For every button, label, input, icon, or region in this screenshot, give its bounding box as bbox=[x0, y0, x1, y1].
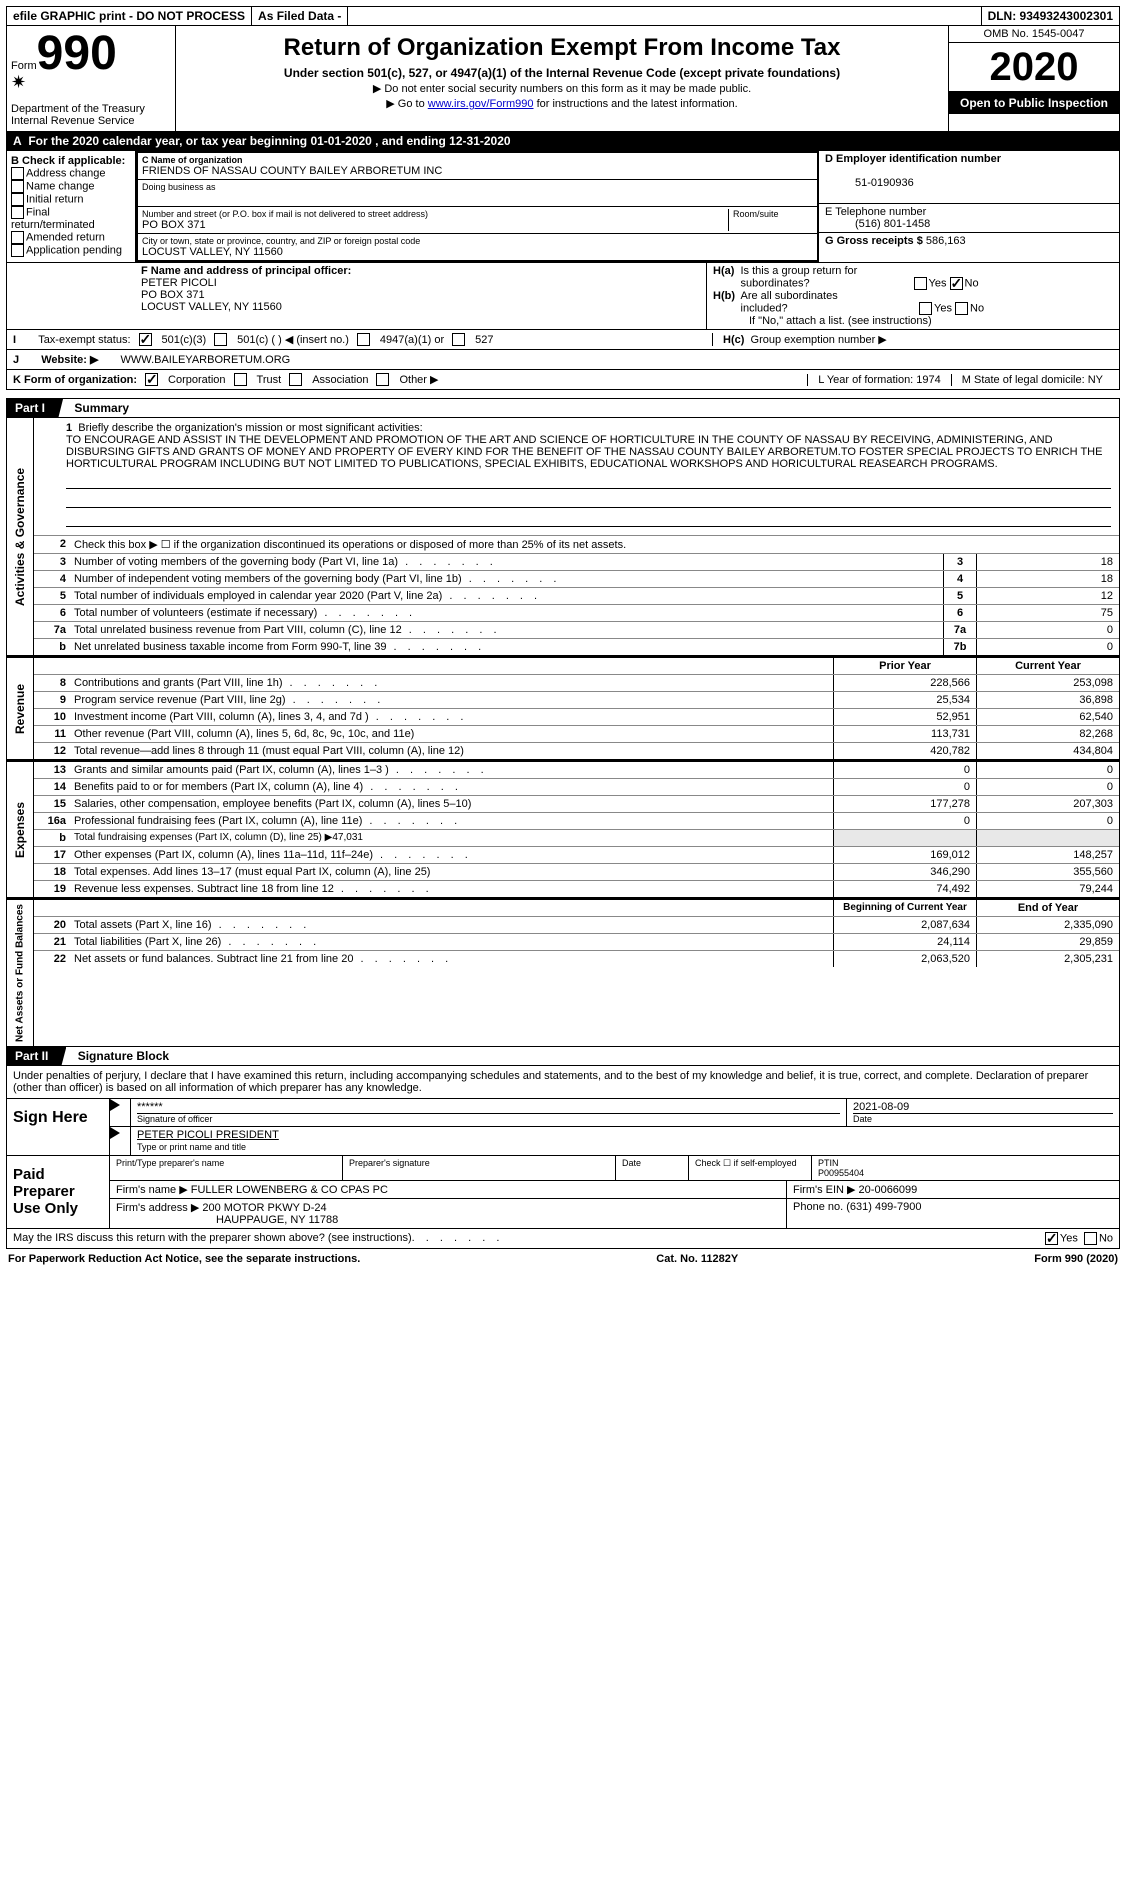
website: WWW.BAILEYARBORETUM.ORG bbox=[121, 354, 291, 366]
form-id-block: Form990 ✷ Department of the Treasury Int… bbox=[7, 26, 176, 131]
form-header: Form990 ✷ Department of the Treasury Int… bbox=[6, 26, 1120, 132]
cb-final[interactable] bbox=[11, 206, 24, 219]
cb-ha-no[interactable] bbox=[950, 277, 963, 290]
cb-hb-no[interactable] bbox=[955, 302, 968, 315]
cb-discuss-yes[interactable] bbox=[1045, 1232, 1058, 1245]
part1-header: Part I Summary bbox=[6, 398, 1120, 418]
col-b: B Check if applicable: Address change Na… bbox=[7, 151, 136, 262]
row-j: J Website: ▶ WWW.BAILEYARBORETUM.ORG bbox=[6, 350, 1120, 370]
signature-block: Under penalties of perjury, I declare th… bbox=[6, 1066, 1120, 1249]
cb-initial[interactable] bbox=[11, 193, 24, 206]
phone: (516) 801-1458 bbox=[825, 218, 930, 230]
agency-icon: ✷ bbox=[11, 72, 26, 92]
paid-preparer-label: Paid Preparer Use Only bbox=[7, 1156, 109, 1228]
section-governance: Activities & Governance 1 Briefly descri… bbox=[6, 418, 1120, 656]
officer-block: F Name and address of principal officer:… bbox=[6, 263, 1120, 330]
dln: DLN: 93493243002301 bbox=[981, 7, 1119, 25]
form-subtitle: Under section 501(c), 527, or 4947(a)(1)… bbox=[180, 66, 944, 80]
section-expenses: Expenses 13Grants and similar amounts pa… bbox=[6, 760, 1120, 898]
cb-corp[interactable] bbox=[145, 373, 158, 386]
arrow-icon bbox=[110, 1099, 120, 1111]
org-city: LOCUST VALLEY, NY 11560 bbox=[142, 246, 813, 258]
mission: 1 Briefly describe the organization's mi… bbox=[34, 418, 1119, 536]
cb-501c[interactable] bbox=[214, 333, 227, 346]
cb-address[interactable] bbox=[11, 167, 24, 180]
cb-4947[interactable] bbox=[357, 333, 370, 346]
declaration: Under penalties of perjury, I declare th… bbox=[7, 1066, 1119, 1098]
open-inspection: Open to Public Inspection bbox=[949, 92, 1119, 114]
tax-year: 2020 bbox=[949, 43, 1119, 92]
note-ssn: ▶ Do not enter social security numbers o… bbox=[180, 82, 944, 95]
cb-hb-yes[interactable] bbox=[919, 302, 932, 315]
year-formation: L Year of formation: 1974 bbox=[807, 374, 951, 386]
vlabel-governance: Activities & Governance bbox=[7, 418, 34, 655]
state-domicile: M State of legal domicile: NY bbox=[951, 374, 1113, 386]
title-block: Return of Organization Exempt From Incom… bbox=[176, 26, 948, 131]
irs-link[interactable]: www.irs.gov/Form990 bbox=[428, 98, 534, 110]
mission-text: TO ENCOURAGE AND ASSIST IN THE DEVELOPME… bbox=[66, 434, 1102, 470]
omb-number: OMB No. 1545-0047 bbox=[949, 26, 1119, 43]
row-i: I Tax-exempt status: 501(c)(3) 501(c) ( … bbox=[6, 330, 1120, 350]
col-d: D Employer identification number51-01909… bbox=[819, 151, 1119, 262]
gross-receipts: 586,163 bbox=[926, 235, 966, 247]
efile-note: efile GRAPHIC print - DO NOT PROCESS bbox=[7, 7, 252, 25]
cb-ha-yes[interactable] bbox=[914, 277, 927, 290]
section-revenue: Revenue Prior YearCurrent Year 8Contribu… bbox=[6, 656, 1120, 760]
vlabel-revenue: Revenue bbox=[7, 658, 34, 759]
col-c: C Name of organization FRIENDS OF NASSAU… bbox=[136, 151, 819, 262]
cb-discuss-no[interactable] bbox=[1084, 1232, 1097, 1245]
top-bar: efile GRAPHIC print - DO NOT PROCESS As … bbox=[6, 6, 1120, 26]
cb-501c3[interactable] bbox=[139, 333, 152, 346]
row-k: K Form of organization: Corporation Trus… bbox=[6, 370, 1120, 390]
arrow-icon bbox=[110, 1127, 120, 1139]
col-h: H(a) Is this a group return for subordin… bbox=[707, 263, 1119, 329]
cb-name[interactable] bbox=[11, 180, 24, 193]
org-name: FRIENDS OF NASSAU COUNTY BAILEY ARBORETU… bbox=[142, 165, 813, 177]
dept-label: Department of the Treasury Internal Reve… bbox=[11, 103, 145, 127]
vlabel-net: Net Assets or Fund Balances bbox=[7, 900, 34, 1046]
cb-527[interactable] bbox=[452, 333, 465, 346]
footer: For Paperwork Reduction Act Notice, see … bbox=[6, 1249, 1120, 1269]
section-netassets: Net Assets or Fund Balances Beginning of… bbox=[6, 898, 1120, 1047]
sign-here-label: Sign Here bbox=[7, 1099, 109, 1155]
cb-assoc[interactable] bbox=[289, 373, 302, 386]
cb-pending[interactable] bbox=[11, 244, 24, 257]
asfiled-note: As Filed Data - bbox=[252, 7, 348, 25]
vlabel-expenses: Expenses bbox=[7, 762, 34, 897]
form-title: Return of Organization Exempt From Incom… bbox=[180, 34, 944, 62]
cb-amended[interactable] bbox=[11, 231, 24, 244]
ein: 51-0190936 bbox=[825, 177, 914, 189]
org-street: PO BOX 371 bbox=[142, 219, 728, 231]
col-f: F Name and address of principal officer:… bbox=[135, 263, 707, 329]
part2-header: Part II Signature Block bbox=[6, 1047, 1120, 1066]
cb-trust[interactable] bbox=[234, 373, 247, 386]
right-block: OMB No. 1545-0047 2020 Open to Public In… bbox=[948, 26, 1119, 131]
hc: H(c) H(c) Group exemption number ▶Group … bbox=[712, 333, 1113, 346]
row-a: A For the 2020 calendar year, or tax yea… bbox=[6, 132, 1120, 151]
cb-other[interactable] bbox=[376, 373, 389, 386]
note-link: ▶ Go to www.irs.gov/Form990 for instruct… bbox=[180, 97, 944, 110]
identity-block: B Check if applicable: Address change Na… bbox=[6, 151, 1120, 263]
form-number: 990 bbox=[37, 27, 117, 80]
